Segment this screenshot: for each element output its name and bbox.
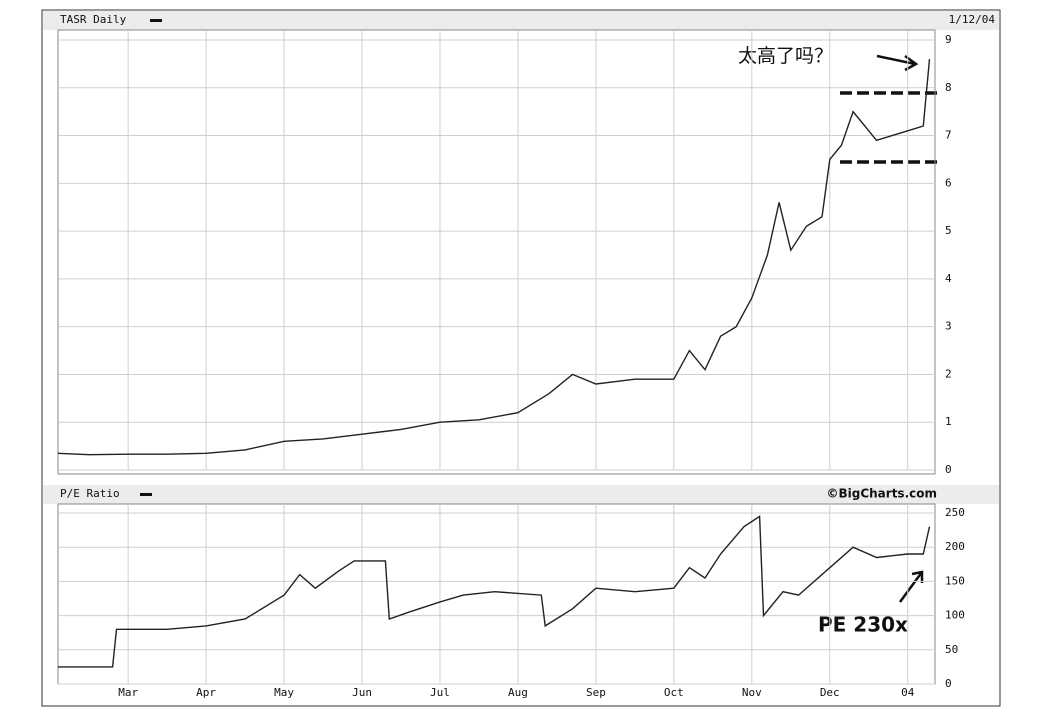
y-tick-label: 150 [945, 574, 965, 587]
date-label: 1/12/04 [949, 13, 996, 26]
x-tick-label: Jun [352, 686, 372, 699]
header-strip [43, 11, 999, 30]
frame [41, 9, 1001, 707]
y-tick-label: 0 [945, 677, 952, 690]
x-tick-label: Mar [118, 686, 138, 699]
y-tick-label: 8 [945, 81, 952, 94]
annotation: 太高了吗？ [738, 45, 833, 67]
source-label: ©BigCharts.com [826, 487, 937, 501]
x-tick-label: Dec [820, 686, 840, 699]
legend-swatch [150, 19, 162, 22]
y-tick-label: 3 [945, 320, 952, 333]
x-tick-label: Aug [508, 686, 528, 699]
y-tick-label: 50 [945, 643, 958, 656]
x-tick-label: Oct [664, 686, 684, 699]
y-tick-label: 200 [945, 540, 965, 553]
y-tick-label: 0 [945, 463, 952, 476]
chart-title: TASR Daily [60, 13, 127, 26]
y-tick-label: 5 [945, 224, 952, 237]
y-tick-label: 250 [945, 506, 965, 519]
x-tick-label: May [274, 686, 294, 699]
x-tick-label: 04 [901, 686, 915, 699]
chart-title: P/E Ratio [60, 487, 120, 500]
header-strip [43, 485, 999, 504]
legend-swatch [140, 493, 152, 496]
arrows [876, 54, 924, 603]
x-tick-label: Apr [196, 686, 216, 699]
x-tick-label: Sep [586, 686, 606, 699]
series-line [57, 59, 931, 456]
plot-area [57, 29, 936, 475]
y-tick-label: 7 [945, 129, 952, 142]
y-tick-label: 2 [945, 367, 952, 380]
arrow [898, 570, 924, 603]
y-tick-label: 100 [945, 609, 965, 622]
y-tick-label: 4 [945, 272, 952, 285]
x-tick-label: Nov [742, 686, 762, 699]
y-tick-label: 1 [945, 415, 952, 428]
y-tick-label: 9 [945, 33, 952, 46]
series-line [58, 515, 931, 668]
arrow [876, 54, 919, 72]
y-tick-label: 6 [945, 176, 952, 189]
x-tick-label: Jul [430, 686, 450, 699]
annotation: PE 230x [818, 613, 908, 637]
